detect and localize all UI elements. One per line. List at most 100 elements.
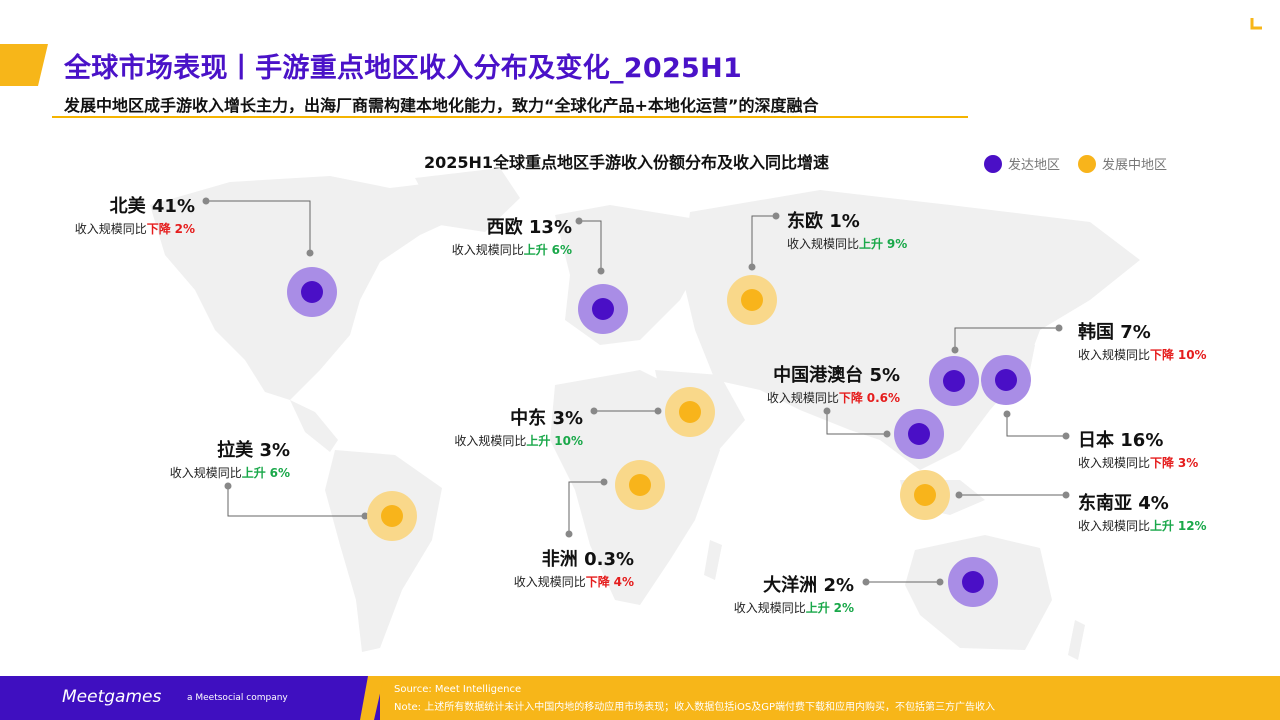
region-name: 日本 xyxy=(1078,430,1114,451)
corner-mark-icon xyxy=(1250,18,1262,30)
yoy-prefix: 收入规模同比 xyxy=(733,601,806,615)
yoy-direction: 上升 xyxy=(526,434,551,448)
region-name: 非洲 xyxy=(541,549,578,570)
region-share: 5% xyxy=(869,365,900,386)
connector-africa xyxy=(568,481,604,534)
marker-oceania xyxy=(948,557,998,607)
legend-dot-developed xyxy=(984,154,1002,173)
connector-eastern-europe xyxy=(751,215,776,267)
yoy-direction: 下降 xyxy=(146,222,171,236)
endpoint-latin-america-label xyxy=(224,482,232,490)
yoy-prefix: 收入规模同比 xyxy=(454,434,527,448)
yoy-direction: 下降 xyxy=(585,575,610,589)
yoy-direction: 上升 xyxy=(523,243,548,257)
endpoint-africa-marker xyxy=(565,530,573,538)
region-share: 3% xyxy=(259,440,290,461)
region-name: 大洋洲 xyxy=(763,575,818,596)
region-share: 0.3% xyxy=(584,549,634,570)
endpoint-oceania-label xyxy=(862,578,870,586)
page-subtitle: 发展中地区成手游收入增长主力，出海厂商需构建本地化能力，致力“全球化产品+本地化… xyxy=(64,96,819,115)
marker-eastern-europe xyxy=(727,275,777,325)
region-share: 13% xyxy=(528,217,572,238)
connector-north-america xyxy=(206,200,311,253)
page-title: 全球市场表现丨手游重点地区收入分布及变化_2025H1 xyxy=(64,53,743,84)
endpoint-western-europe-marker xyxy=(597,267,605,275)
region-share: 3% xyxy=(552,408,583,429)
yoy-direction: 上升 xyxy=(241,466,266,480)
region-markers xyxy=(287,267,1031,607)
endpoint-korea-label xyxy=(1055,324,1063,332)
yoy-prefix: 收入规模同比 xyxy=(1078,348,1151,362)
yoy-direction: 下降 xyxy=(838,391,863,405)
connector-lines xyxy=(206,200,1066,583)
connector-korea xyxy=(954,327,1059,350)
brand-tagline: a Meetsocial company xyxy=(187,693,288,703)
label-japan: 日本 16% 收入规模同比下降 3% xyxy=(1078,426,1198,471)
region-share: 2% xyxy=(823,575,854,596)
region-share: 41% xyxy=(151,196,195,217)
label-korea: 韩国 7% 收入规模同比下降 10% xyxy=(1078,318,1207,363)
chart-title: 2025H1全球重点地区手游收入份额分布及收入同比增速 xyxy=(424,153,830,172)
footer-divider-slant xyxy=(360,676,384,720)
legend-developing: 发展中地区 xyxy=(1078,154,1167,173)
endpoint-latin-america-marker xyxy=(361,512,369,520)
legend-developed: 发达地区 xyxy=(984,154,1060,173)
endpoint-greater-china-marker xyxy=(883,430,891,438)
endpoint-middle-east-label xyxy=(590,407,598,415)
yoy-prefix: 收入规模同比 xyxy=(1078,456,1151,470)
yoy-prefix: 收入规模同比 xyxy=(451,243,524,257)
endpoint-western-europe-label xyxy=(575,217,583,225)
label-oceania: 大洋洲 2% 收入规模同比上升 2% xyxy=(734,571,854,616)
endpoint-japan-marker xyxy=(1062,432,1070,440)
endpoint-eastern-europe-marker xyxy=(748,263,756,271)
yoy-change: 10% xyxy=(1177,348,1207,362)
footer: Source: Meet Intelligence Note: 上述所有数据统计… xyxy=(0,676,1280,720)
yoy-change: 10% xyxy=(554,434,583,448)
marker-latin-america xyxy=(367,491,417,541)
endpoint-korea-marker xyxy=(951,346,959,354)
endpoint-southeast-asia-label xyxy=(955,491,963,499)
region-name: 韩国 xyxy=(1078,322,1114,343)
region-share: 4% xyxy=(1138,493,1169,514)
marker-asia-south xyxy=(894,409,944,459)
marker-korea-japan xyxy=(981,355,1031,405)
region-name: 西欧 xyxy=(486,217,523,238)
yoy-change: 9% xyxy=(886,237,908,251)
label-southeast-asia: 东南亚 4% 收入规模同比上升 12% xyxy=(1078,489,1207,534)
source-text: Source: Meet Intelligence xyxy=(394,684,522,695)
yoy-change: 6% xyxy=(269,466,290,480)
region-name: 东欧 xyxy=(787,211,823,232)
yoy-prefix: 收入规模同比 xyxy=(787,237,860,251)
yoy-change: 12% xyxy=(1177,519,1207,533)
yoy-change: 2% xyxy=(174,222,195,236)
label-greater-china: 中国港澳台 5% 收入规模同比下降 0.6% xyxy=(767,361,900,406)
header-accent-tab xyxy=(0,44,48,86)
marker-africa xyxy=(615,460,665,510)
region-name: 中东 xyxy=(510,408,547,429)
yoy-direction: 上升 xyxy=(1150,519,1175,533)
connector-endpoints xyxy=(202,197,1070,586)
endpoint-southeast-asia-marker xyxy=(1062,491,1070,499)
label-middle-east: 中东 3% 收入规模同比上升 10% xyxy=(454,404,583,449)
endpoint-north-america-marker xyxy=(306,249,314,257)
connector-japan xyxy=(1006,414,1066,437)
region-share: 16% xyxy=(1120,430,1164,451)
subtitle-underline xyxy=(52,116,968,118)
yoy-prefix: 收入规模同比 xyxy=(766,391,839,405)
region-share: 1% xyxy=(829,211,860,232)
footer-brand-bar: Meetgames a Meetsocial company xyxy=(0,676,380,720)
endpoint-africa-label xyxy=(600,478,608,486)
label-africa: 非洲 0.3% 收入规模同比下降 4% xyxy=(514,545,634,590)
legend-label-developed: 发达地区 xyxy=(1008,158,1061,173)
yoy-change: 4% xyxy=(613,575,634,589)
region-name: 中国港澳台 xyxy=(773,365,864,386)
yoy-prefix: 收入规模同比 xyxy=(169,466,242,480)
yoy-direction: 上升 xyxy=(805,601,830,615)
endpoint-oceania-marker xyxy=(936,578,944,586)
region-name: 拉美 xyxy=(217,440,254,461)
yoy-prefix: 收入规模同比 xyxy=(1078,519,1151,533)
legend-dot-developing xyxy=(1078,154,1096,173)
yoy-prefix: 收入规模同比 xyxy=(74,222,147,236)
connector-latin-america xyxy=(227,486,365,517)
